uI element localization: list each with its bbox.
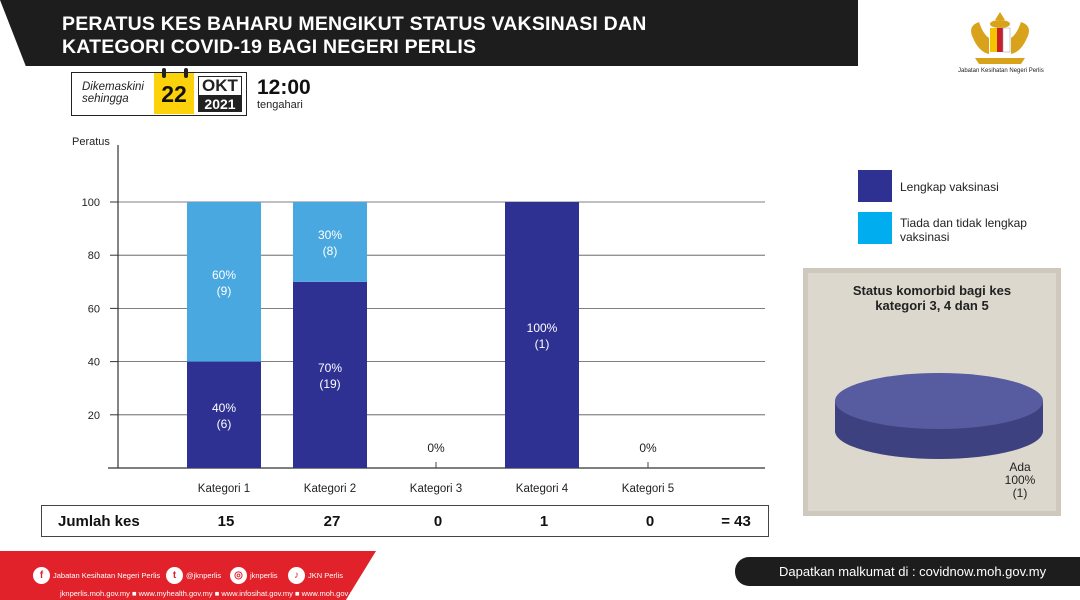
pie-slice-ada (835, 373, 1043, 429)
social-facebook[interactable]: f Jabatan Kesihatan Negeri Perlis (33, 567, 160, 584)
page-title-line1: PERATUS KES BAHARU MENGIKUT STATUS VAKSI… (62, 13, 647, 35)
grand-total: = 43 (721, 513, 751, 530)
update-month: OKT (198, 76, 242, 96)
x-tick-label: Kategori 5 (622, 483, 674, 495)
pie-slice-label: Ada 100% (1) (1004, 460, 1036, 500)
total-kategori-3: 0 (433, 513, 443, 530)
y-tick-label: 40 (88, 357, 100, 369)
y-tick-label: 20 (88, 410, 100, 422)
title-banner: PERATUS KES BAHARU MENGIKUT STATUS VAKSI… (0, 0, 858, 66)
bar-count-label: (9) (217, 284, 232, 298)
update-year: 2021 (198, 96, 242, 112)
bar-count-label: (6) (217, 417, 232, 431)
y-tick-label: 80 (88, 250, 100, 262)
bar-count-label: (1) (535, 337, 550, 351)
bar-incomplete-1 (187, 202, 261, 362)
social-instagram[interactable]: ◎ jknperlis (230, 567, 278, 584)
footer-websites[interactable]: jknperlis.moh.gov.my ■ www.myhealth.gov.… (60, 589, 360, 598)
footer-info-text[interactable]: Dapatkan malkumat di : covidnow.moh.gov.… (779, 564, 1047, 579)
total-cases-row: Jumlah kes 15 27 0 1 0 = 43 (41, 505, 769, 537)
bar-zero-label: 0% (427, 441, 445, 455)
x-tick-label: Kategori 3 (410, 483, 462, 495)
total-kategori-4: 1 (539, 513, 549, 530)
bar-pct-label: 70% (318, 361, 342, 375)
bar-complete-2 (293, 281, 367, 468)
pie-title: Status komorbid bagi kes kategori 3, 4 d… (852, 283, 1012, 313)
y-tick-label: 100 (82, 197, 100, 209)
legend-swatch-incomplete (858, 212, 892, 244)
twitter-icon: t (166, 567, 183, 584)
x-tick-label: Kategori 4 (516, 483, 569, 495)
x-tick-label: Kategori 1 (198, 483, 250, 495)
calendar-ring-icon (162, 68, 166, 78)
bar-pct-label: 30% (318, 228, 342, 242)
legend-swatch-complete (858, 170, 892, 202)
bar-pct-label: 60% (212, 268, 236, 282)
total-kategori-5: 0 (645, 513, 655, 530)
instagram-icon: ◎ (230, 567, 247, 584)
update-time-note: tengahari (257, 99, 303, 111)
update-time: 12:00 (257, 76, 311, 99)
page-title-line2: KATEGORI COVID-19 BAGI NEGERI PERLIS (62, 36, 477, 58)
calendar-ring-icon (184, 68, 188, 78)
bar-count-label: (8) (323, 244, 338, 258)
update-day: 22 (154, 73, 194, 114)
y-axis-label: Peratus (72, 136, 110, 148)
bar-pct-label: 40% (212, 401, 236, 415)
bar-count-label: (19) (319, 377, 340, 391)
bar-zero-label: 0% (639, 441, 657, 455)
y-tick-label: 60 (88, 303, 100, 315)
footer-info-bar: Dapatkan malkumat di : covidnow.moh.gov.… (735, 557, 1080, 586)
social-tiktok[interactable]: ♪ JKN Perlis (288, 567, 343, 584)
updated-label: Dikemaskini sehingga (82, 81, 144, 105)
social-twitter[interactable]: t @jknperlis (166, 567, 221, 584)
bar-complete-4 (505, 202, 579, 468)
facebook-icon: f (33, 567, 50, 584)
tiktok-icon: ♪ (288, 567, 305, 584)
x-tick-label: Kategori 2 (304, 483, 356, 495)
comorbid-pie-panel: Status komorbid bagi kes kategori 3, 4 d… (803, 268, 1061, 516)
bar-chart: 20 40 60 80 100 Peratus 40% (6) 60% (9) Kategori 1… (72, 136, 765, 495)
bar-incomplete-2 (293, 202, 367, 282)
total-label: Jumlah kes (58, 513, 140, 530)
total-kategori-1: 15 (217, 513, 235, 530)
agency-label: Jabatan Kesihatan Negeri Perlis (958, 68, 1044, 74)
legend-label-incomplete: Tiada dan tidak lengkap vaksinasi (900, 216, 1027, 244)
bar-pct-label: 100% (527, 321, 558, 335)
total-kategori-2: 27 (323, 513, 341, 530)
update-date-box: Dikemaskini sehingga 22 OKT 2021 (71, 68, 247, 116)
state-crest-icon (971, 12, 1029, 64)
pie-chart (835, 373, 1043, 459)
footer-social-bar: f Jabatan Kesihatan Negeri Perlis t @jknpe… (0, 551, 376, 600)
bar-complete-1 (187, 361, 261, 468)
legend-label-complete: Lengkap vaksinasi (900, 180, 999, 194)
